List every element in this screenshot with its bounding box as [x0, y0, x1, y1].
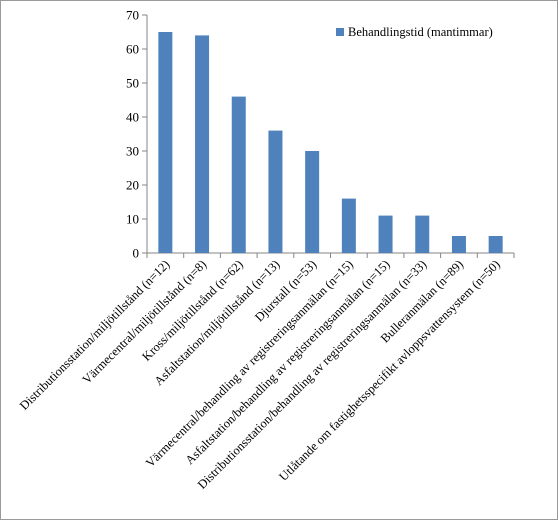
- y-axis-tick-labels: 0 10 20 30 40 50 60 70: [126, 8, 139, 261]
- y-tick-label: 50: [126, 76, 139, 91]
- x-category-label: Distributionsstation/miljötillstånd (n=1…: [17, 257, 173, 413]
- y-tick-label: 60: [126, 42, 139, 57]
- y-tick-label: 20: [126, 178, 139, 193]
- bar: [305, 151, 320, 253]
- chart-legend: Behandlingstid (mantimmar): [336, 25, 493, 39]
- y-tick-label: 70: [126, 8, 139, 23]
- y-tick-label: 10: [126, 212, 139, 227]
- bar: [341, 198, 356, 253]
- bar: [415, 215, 430, 253]
- y-tick-label: 30: [126, 144, 139, 159]
- chart-bars: [158, 32, 503, 254]
- bar: [488, 236, 503, 253]
- bar: [378, 215, 393, 253]
- bar: [451, 236, 466, 253]
- y-tick-label: 0: [133, 246, 140, 261]
- bar: [195, 35, 210, 254]
- legend-label: Behandlingstid (mantimmar): [348, 25, 493, 39]
- bar: [231, 96, 246, 253]
- x-axis-category-labels: Distributionsstation/miljötillstånd (n=1…: [17, 257, 503, 492]
- bar: [268, 130, 283, 253]
- legend-swatch: [336, 28, 344, 36]
- y-tick-label: 40: [126, 110, 139, 125]
- bar: [158, 32, 173, 253]
